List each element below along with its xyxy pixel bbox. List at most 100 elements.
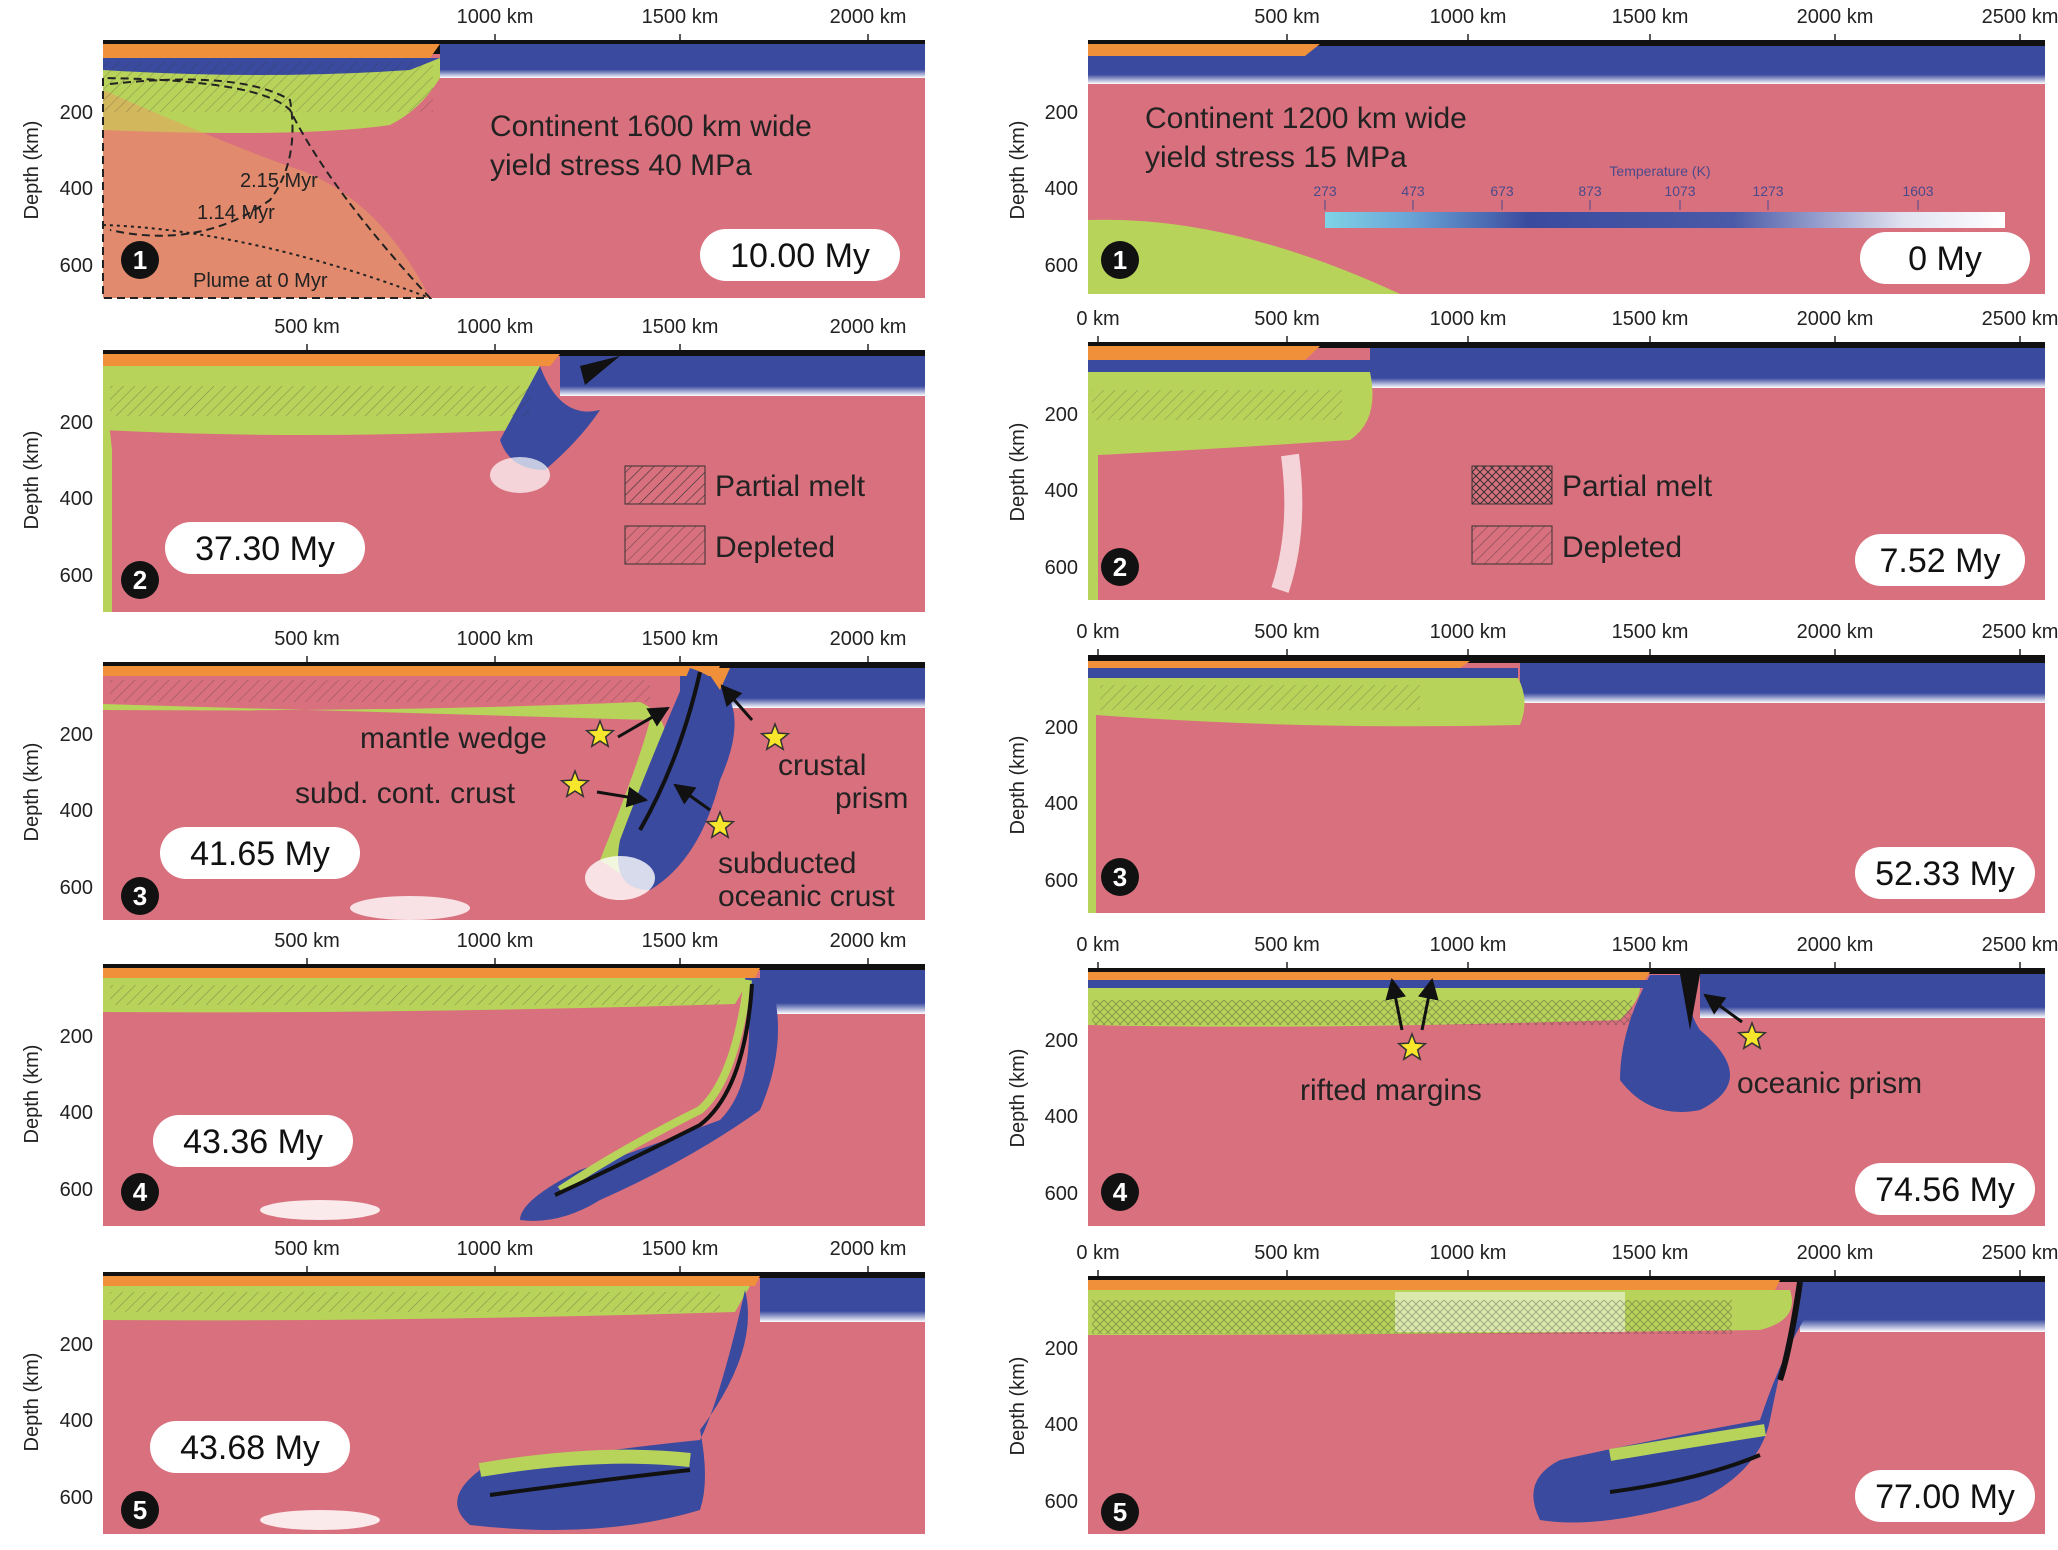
left-5-time-bg bbox=[150, 1421, 350, 1473]
left-4-depth-tick-1: 200 bbox=[60, 1026, 93, 1048]
right-4-depth-tick-1: 200 bbox=[1045, 1030, 1078, 1052]
left-5-top-tick-4: 2000 km bbox=[830, 1238, 907, 1260]
arrow-rifted-margin-1 bbox=[1385, 977, 1407, 1031]
left-3-top-tick-2: 1000 km bbox=[457, 628, 534, 650]
left-3-number: 3 bbox=[133, 881, 147, 911]
right-3-depth-tick-3: 600 bbox=[1045, 870, 1078, 892]
right-1-number: 1 bbox=[1113, 245, 1127, 275]
right-panel-4 bbox=[1088, 968, 2045, 1226]
left-3-top-tick-3: 1500 km bbox=[642, 628, 719, 650]
left-1-ylabel: Depth (km) bbox=[21, 121, 43, 220]
right-1-top-tick-4: 2000 km bbox=[1797, 6, 1874, 28]
left-1-time: 10.00 My bbox=[730, 237, 870, 275]
right-2-top-tick-6: 2500 km bbox=[1982, 308, 2058, 330]
right-2-number-badge bbox=[1101, 548, 1139, 586]
right-2-depth-tick-2: 400 bbox=[1045, 480, 1078, 502]
left-3-depth-tick-3: 600 bbox=[60, 877, 93, 899]
right-1-top-tick-5: 2500 km bbox=[1982, 6, 2058, 28]
label-oceanic-crust: oceanic crust bbox=[718, 880, 895, 913]
left-5-top-tick-1: 500 km bbox=[274, 1238, 340, 1260]
left-1-number: 1 bbox=[133, 245, 147, 275]
left-2-depth-tick-3: 600 bbox=[60, 565, 93, 587]
right-title-line1: Continent 1200 km wide bbox=[1145, 102, 1467, 135]
right-4-number: 4 bbox=[1113, 1177, 1128, 1207]
right-4-time-bg bbox=[1855, 1163, 2035, 1215]
left-5-time: 43.68 My bbox=[180, 1429, 320, 1467]
arrow-crustal-prism bbox=[720, 684, 754, 721]
left-2-number: 2 bbox=[133, 565, 147, 595]
label-subd-cont-crust: subd. cont. crust bbox=[295, 777, 516, 810]
left-5-depth-tick-2: 400 bbox=[60, 1410, 93, 1432]
right-3-time-bg bbox=[1855, 847, 2035, 899]
left-1-depth-tick-1: 200 bbox=[60, 102, 93, 124]
colorbar-tick-1603: 1603 bbox=[1902, 183, 1933, 199]
colorbar-tick-873: 873 bbox=[1578, 183, 1602, 199]
left-3-top-tick-1: 500 km bbox=[274, 628, 340, 650]
plume-label-2-15: 2.15 Myr bbox=[240, 170, 318, 192]
right-4-top-tick-6: 2500 km bbox=[1982, 934, 2058, 956]
right-5-time: 77.00 My bbox=[1875, 1478, 2015, 1516]
label-mantle-wedge: mantle wedge bbox=[360, 722, 547, 755]
right-1-depth-tick-2: 400 bbox=[1045, 178, 1078, 200]
left-5-number: 5 bbox=[133, 1495, 147, 1525]
right-4-top-tick-1: 0 km bbox=[1076, 934, 1119, 956]
right-4-number-badge bbox=[1101, 1173, 1139, 1211]
right-2-time-bg bbox=[1855, 534, 2025, 586]
legend-depleted-hatch bbox=[625, 526, 705, 564]
left-3-time: 41.65 My bbox=[190, 835, 330, 873]
right-5-top-tick-6: 2500 km bbox=[1982, 1242, 2058, 1264]
left-1-number-badge bbox=[121, 241, 159, 279]
left-1-depth-tick-3: 600 bbox=[60, 255, 93, 277]
right-panel-2 bbox=[1088, 342, 2045, 600]
right-3-number: 3 bbox=[1113, 862, 1127, 892]
left-4-number: 4 bbox=[133, 1177, 148, 1207]
right-2-top-tick-3: 1000 km bbox=[1430, 308, 1507, 330]
right-2-top-tick-4: 1500 km bbox=[1612, 308, 1689, 330]
right-1-number-badge bbox=[1101, 241, 1139, 279]
plume-label-0: Plume at 0 Myr bbox=[193, 270, 328, 292]
right-3-number-badge bbox=[1101, 858, 1139, 896]
left-2-time-bg bbox=[165, 522, 365, 574]
right-title-line2: yield stress 15 MPa bbox=[1145, 141, 1407, 174]
right-2-top-tick-1: 0 km bbox=[1076, 308, 1119, 330]
right-5-number-badge bbox=[1101, 1493, 1139, 1531]
right-5-top-tick-3: 1000 km bbox=[1430, 1242, 1507, 1264]
left-title-line1: Continent 1600 km wide bbox=[490, 110, 812, 143]
legend-depleted-hatch-right bbox=[1472, 526, 1552, 564]
right-legend-partial-melt: Partial melt bbox=[1562, 470, 1713, 503]
star-mantle-wedge bbox=[584, 718, 616, 748]
label-rifted-margins: rifted margins bbox=[1300, 1074, 1482, 1107]
left-3-ylabel: Depth (km) bbox=[21, 743, 43, 842]
right-3-top-tick-1: 0 km bbox=[1076, 621, 1119, 643]
star-subd-cont-crust bbox=[559, 768, 591, 798]
label-oceanic-prism: oceanic prism bbox=[1737, 1067, 1922, 1100]
right-4-depth-tick-2: 400 bbox=[1045, 1106, 1078, 1128]
star-rifted-margins bbox=[1396, 1031, 1428, 1061]
right-3-top-tick-2: 500 km bbox=[1254, 621, 1320, 643]
right-5-depth-tick-2: 400 bbox=[1045, 1414, 1078, 1436]
right-3-top-tick-5: 2000 km bbox=[1797, 621, 1874, 643]
left-4-depth-tick-2: 400 bbox=[60, 1102, 93, 1124]
arrow-subducted-crust bbox=[673, 783, 711, 812]
colorbar-tick-1073: 1073 bbox=[1664, 183, 1695, 199]
right-2-ylabel: Depth (km) bbox=[1007, 423, 1029, 522]
colorbar-tick-273: 273 bbox=[1313, 183, 1337, 199]
left-3-depth-tick-1: 200 bbox=[60, 724, 93, 746]
left-2-time: 37.30 My bbox=[195, 530, 335, 568]
right-4-top-tick-3: 1000 km bbox=[1430, 934, 1507, 956]
left-3-time-bg bbox=[160, 827, 360, 879]
right-1-top-tick-3: 1500 km bbox=[1612, 6, 1689, 28]
star-subducted-crust bbox=[704, 809, 736, 839]
right-4-top-tick-5: 2000 km bbox=[1797, 934, 1874, 956]
arrow-mantle-wedge bbox=[617, 706, 670, 739]
right-2-depth-tick-3: 600 bbox=[1045, 557, 1078, 579]
label-prism: prism bbox=[835, 782, 908, 815]
left-panel-3 bbox=[103, 662, 925, 920]
left-5-top-tick-3: 1500 km bbox=[642, 1238, 719, 1260]
right-2-top-tick-5: 2000 km bbox=[1797, 308, 1874, 330]
left-3-top-tick-4: 2000 km bbox=[830, 628, 907, 650]
left-4-top-tick-4: 2000 km bbox=[830, 930, 907, 952]
star-markers bbox=[559, 718, 1768, 1061]
